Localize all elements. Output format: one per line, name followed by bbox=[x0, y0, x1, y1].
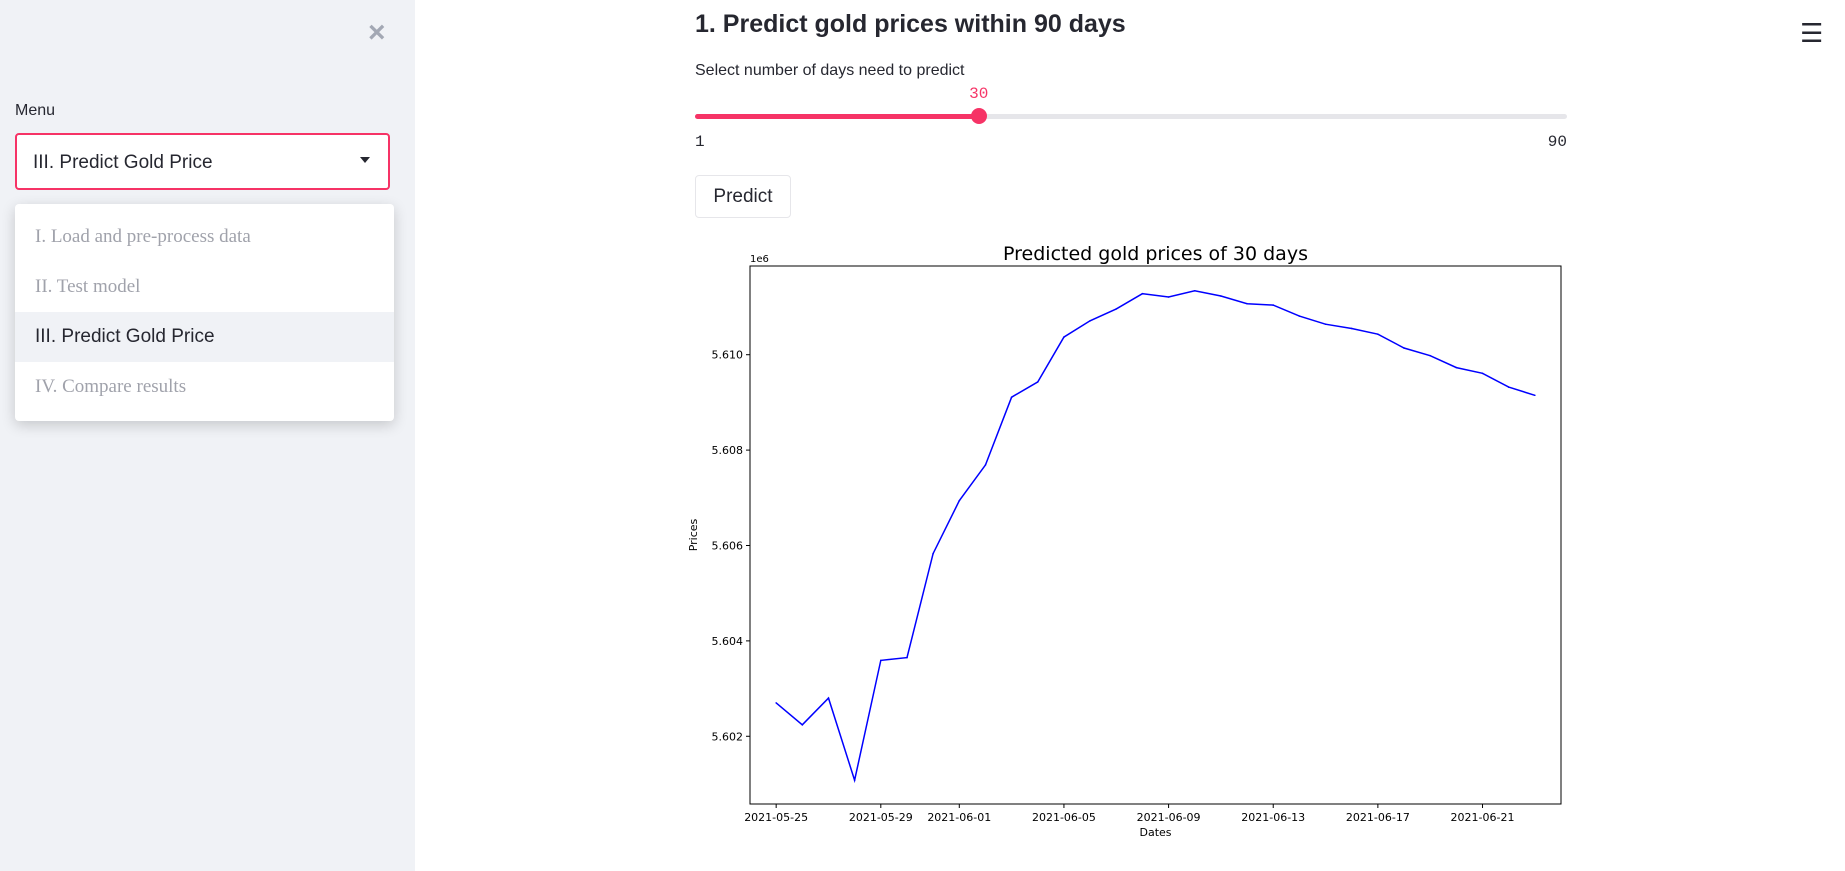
data-point bbox=[1429, 354, 1431, 357]
prediction-chart: Predicted gold prices of 30 days 1e6 5.602… bbox=[687, 243, 1562, 839]
data-point bbox=[1324, 323, 1327, 325]
data-point bbox=[1036, 381, 1039, 383]
menu-option-load-data[interactable]: I. Load and pre-process data bbox=[35, 226, 251, 247]
x-tick-label: 2021-06-21 bbox=[1451, 811, 1515, 824]
x-tick-label: 2021-06-01 bbox=[927, 811, 991, 824]
slider-value: 30 bbox=[969, 85, 989, 103]
data-point bbox=[1298, 315, 1301, 317]
axes-frame bbox=[749, 265, 1562, 805]
y-tick-label: 5.610 bbox=[712, 349, 744, 362]
slider-max: 90 bbox=[1547, 133, 1567, 151]
menu-label: Menu bbox=[15, 102, 56, 119]
sidebar: × Menu III. Predict Gold Price I. Load a… bbox=[0, 0, 415, 871]
page-title: 1. Predict gold prices within 90 days bbox=[695, 10, 1126, 38]
data-point bbox=[958, 499, 961, 502]
y-tick-label: 5.608 bbox=[712, 444, 744, 457]
data-point bbox=[801, 724, 804, 726]
chart-title: Predicted gold prices of 30 days bbox=[1003, 243, 1308, 265]
slider-thumb[interactable] bbox=[971, 108, 988, 124]
hamburger-icon[interactable]: ☰ bbox=[1800, 18, 1824, 48]
data-point bbox=[1272, 304, 1275, 306]
x-tick-label: 2021-06-09 bbox=[1137, 811, 1201, 824]
data-point bbox=[1063, 336, 1065, 338]
slider-min: 1 bbox=[695, 133, 705, 151]
data-point bbox=[1141, 292, 1144, 295]
data-point bbox=[1455, 366, 1458, 369]
x-tick-label: 2021-06-13 bbox=[1241, 811, 1305, 824]
data-point bbox=[1167, 296, 1170, 298]
data-point bbox=[1403, 347, 1405, 349]
x-tick-label: 2021-05-29 bbox=[849, 811, 913, 824]
data-point bbox=[932, 552, 934, 555]
data-point bbox=[1481, 372, 1484, 375]
data-point bbox=[1220, 295, 1222, 297]
data-point bbox=[1246, 302, 1248, 305]
data-point bbox=[1193, 290, 1196, 292]
data-point bbox=[1350, 327, 1353, 330]
x-tick-label: 2021-06-17 bbox=[1346, 811, 1410, 824]
y-tick-label: 5.602 bbox=[712, 730, 744, 743]
menu-dropdown: I. Load and pre-process data II. Test mo… bbox=[15, 204, 394, 421]
data-point bbox=[984, 464, 987, 466]
data-point bbox=[1507, 386, 1510, 388]
data-point bbox=[1534, 394, 1536, 397]
predict-button[interactable]: Predict bbox=[695, 175, 791, 218]
data-point bbox=[1377, 333, 1379, 336]
y-tick-label: 5.606 bbox=[712, 539, 744, 552]
data-point bbox=[1089, 320, 1091, 322]
data-point bbox=[853, 779, 856, 781]
menu-option-compare-results[interactable]: IV. Compare results bbox=[35, 376, 187, 397]
x-axis-label: Dates bbox=[1139, 826, 1171, 839]
menu-option-test-model[interactable]: II. Test model bbox=[35, 276, 141, 297]
close-icon[interactable]: × bbox=[368, 16, 386, 49]
y-offset-label: 1e6 bbox=[750, 254, 769, 265]
data-point bbox=[880, 659, 882, 662]
days-slider[interactable] bbox=[695, 108, 1567, 124]
menu-select[interactable]: III. Predict Gold Price bbox=[15, 133, 390, 190]
slider-label: Select number of days need to predict bbox=[695, 62, 965, 79]
x-tick-label: 2021-06-05 bbox=[1032, 811, 1096, 824]
y-tick-label: 5.604 bbox=[712, 635, 744, 648]
menu-option-predict-gold-price[interactable]: III. Predict Gold Price bbox=[15, 312, 394, 362]
data-point bbox=[775, 702, 777, 704]
data-point bbox=[827, 697, 830, 699]
y-axis-label: Prices bbox=[687, 518, 700, 551]
x-tick-label: 2021-05-25 bbox=[744, 811, 808, 824]
slider-fill bbox=[695, 114, 980, 119]
price-series-line bbox=[775, 290, 1536, 784]
data-point bbox=[1115, 308, 1118, 310]
chevron-down-icon bbox=[360, 157, 370, 163]
data-point bbox=[906, 656, 908, 659]
menu-select-value: III. Predict Gold Price bbox=[33, 152, 213, 173]
data-point bbox=[1010, 396, 1013, 398]
